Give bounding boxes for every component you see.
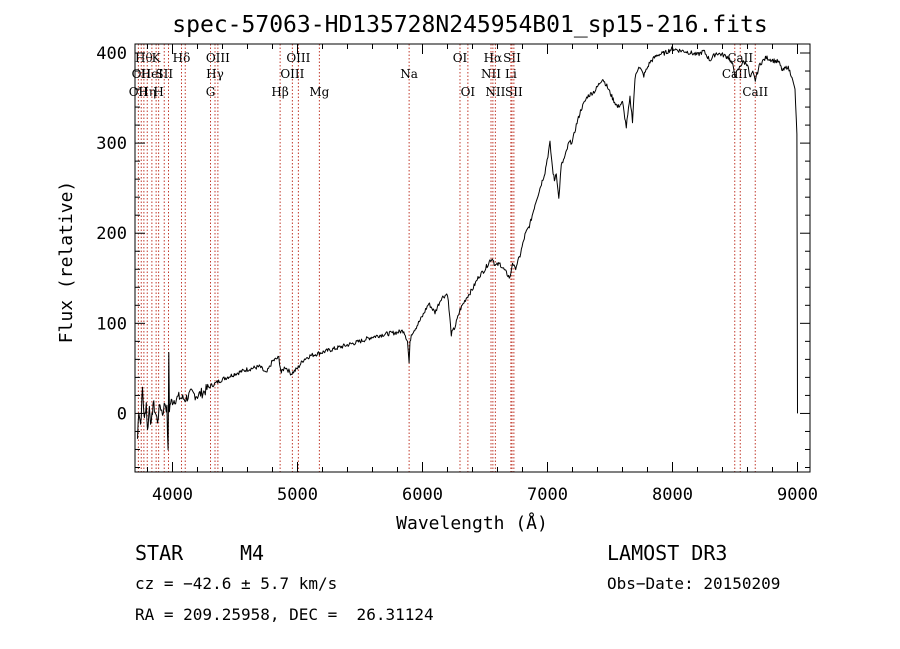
y-axis-ticks: 0 100 200 300 400 [96, 44, 810, 468]
spectral-line-label: Hα [484, 51, 503, 65]
y-tick-label: 300 [96, 134, 127, 154]
spectral-line-label: OII [129, 85, 149, 99]
redshift-text: cz = −42.6 ± 5.7 km/s [135, 574, 337, 593]
x-axis-ticks: 4000 5000 6000 7000 8000 9000 [147, 44, 818, 505]
x-tick-label: 9000 [777, 485, 818, 505]
spectral-line-label: NII [485, 85, 505, 99]
x-tick-label: 8000 [652, 485, 693, 505]
x-tick-label: 4000 [152, 485, 193, 505]
spectral-line-label: OIII [286, 51, 310, 65]
spectrum-series [137, 46, 798, 451]
spectral-line-label: Hδ [173, 51, 191, 65]
spectral-line-label: Na [400, 67, 418, 81]
object-subclass: M4 [240, 541, 264, 565]
y-tick-label: 400 [96, 44, 127, 64]
spectral-line-label: SII [505, 85, 523, 99]
spectral-line-label: Hθ [135, 51, 153, 65]
spectral-line-label: Mg [309, 85, 329, 99]
radec-text: RA = 209.25958, DEC = 26.31124 [135, 605, 434, 624]
object-class: STAR [135, 541, 184, 565]
spectral-line-label: H [153, 85, 163, 99]
spectral-line-label: CaII [727, 51, 753, 65]
spectral-lines: OIIOIIHθHηHeIKHSIIHδGHγOIIIHβOIIIOIIIMgN… [129, 44, 768, 472]
spectral-line-label: OI [453, 51, 468, 65]
spectral-line-label: OIII [206, 51, 230, 65]
spectral-line-label: NII [481, 67, 501, 81]
spectral-line-label: G [206, 85, 216, 99]
y-tick-label: 100 [96, 314, 127, 334]
spectral-line-label: CaII [742, 85, 768, 99]
spectral-line-label: K [152, 51, 162, 65]
spectral-line-label: Hη [138, 85, 156, 99]
obs-date-text: Obs−Date: 20150209 [607, 574, 780, 593]
y-tick-label: 200 [96, 224, 127, 244]
x-tick-label: 7000 [527, 485, 568, 505]
spectral-line-label: SII [155, 67, 173, 81]
spectral-line-label: OII [132, 67, 152, 81]
y-axis-label: Flux (relative) [56, 181, 77, 344]
spectral-line-label: Hγ [206, 67, 224, 81]
spectral-line-label: OIII [280, 67, 304, 81]
y-tick-label: 0 [117, 404, 127, 424]
flux-line [137, 46, 798, 451]
spectral-line-label: SII [503, 51, 521, 65]
chart-title: spec-57063-HD135728N245954B01_sp15-216.f… [172, 12, 767, 38]
spectral-line-label: OI [461, 85, 476, 99]
spectral-line-label: Li [505, 67, 517, 81]
spectral-line-label: HeI [141, 67, 164, 81]
plot-frame [134, 43, 811, 473]
x-tick-label: 5000 [277, 485, 318, 505]
x-axis-label: Wavelength (Å) [396, 512, 548, 534]
survey-name: LAMOST DR3 [607, 541, 727, 565]
x-tick-label: 6000 [402, 485, 443, 505]
spectral-line-label: Hβ [271, 85, 288, 99]
